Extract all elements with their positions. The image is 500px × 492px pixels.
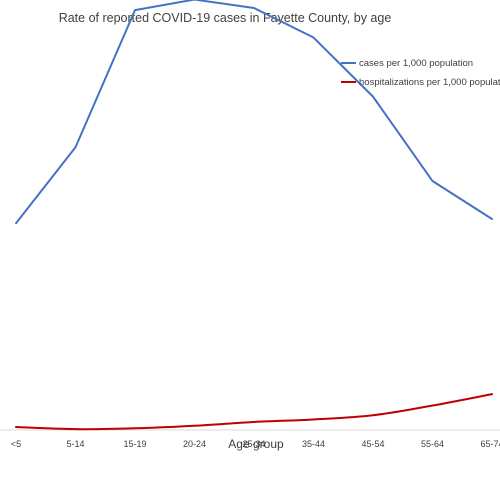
x-tick-label-55-64: 55-64 (421, 439, 444, 449)
series-layer (15, 0, 493, 431)
legend: cases per 1,000 population hospitalizati… (341, 58, 500, 88)
x-tick-label-20-24: 20-24 (183, 439, 206, 449)
x-tick-labels: <5 5-14 15-19 20-24 25-34 35-44 45-54 55-64 65-7… (11, 439, 500, 449)
legend-label-hospitalizations: hospitalizations per 1,000 population (359, 77, 500, 88)
x-tick-label-65-74: 65-74 (480, 439, 500, 449)
x-tick-label-5: <5 (11, 439, 21, 449)
series-line-hospitalizations (15, 393, 493, 431)
legend-label-cases: cases per 1,000 population (359, 58, 473, 69)
chart-title: Rate of reported COVID-19 cases in Fayet… (59, 11, 392, 25)
x-axis-title: Age group (228, 437, 284, 451)
x-tick-label-5-14: 5-14 (66, 439, 84, 449)
series-line-cases (15, 0, 493, 225)
x-tick-label-35-44: 35-44 (302, 439, 325, 449)
x-tick-label-25-34: 25-34 (242, 439, 265, 449)
x-tick-label-15-19: 15-19 (123, 439, 146, 449)
x-tick-label-45-54: 45-54 (361, 439, 384, 449)
